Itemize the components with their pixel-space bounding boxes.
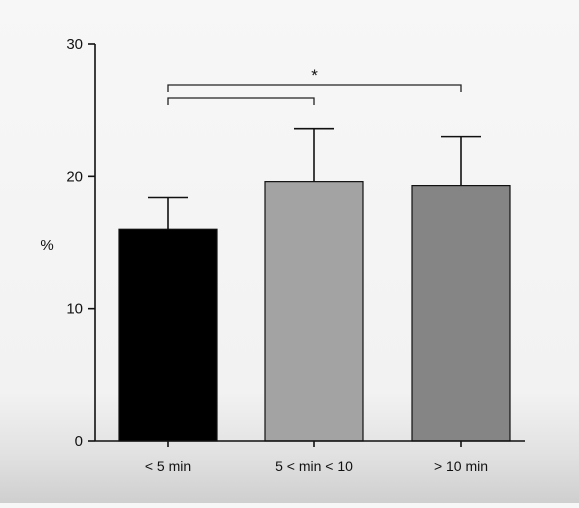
- bar: [411, 184, 511, 442]
- bar: [118, 228, 218, 442]
- y-tick-label: 10: [66, 301, 83, 318]
- x-tick-label: 5 < min < 10: [275, 458, 353, 474]
- bar: [264, 181, 364, 442]
- x-tick-label: > 10 min: [434, 458, 488, 474]
- y-tick-label: 0: [75, 433, 83, 450]
- y-tick-label: 20: [66, 168, 83, 185]
- significance-bracket: [167, 97, 315, 105]
- significance-bracket: [167, 84, 462, 92]
- significance-label: *: [311, 66, 318, 85]
- y-tick-label: 30: [66, 36, 83, 53]
- y-axis-label: %: [40, 237, 53, 254]
- x-tick-label: < 5 min: [145, 458, 191, 474]
- plot-area: 0 10 20 30 < 5 min 5 < min < 10 > 10 min% *: [40, 36, 525, 474]
